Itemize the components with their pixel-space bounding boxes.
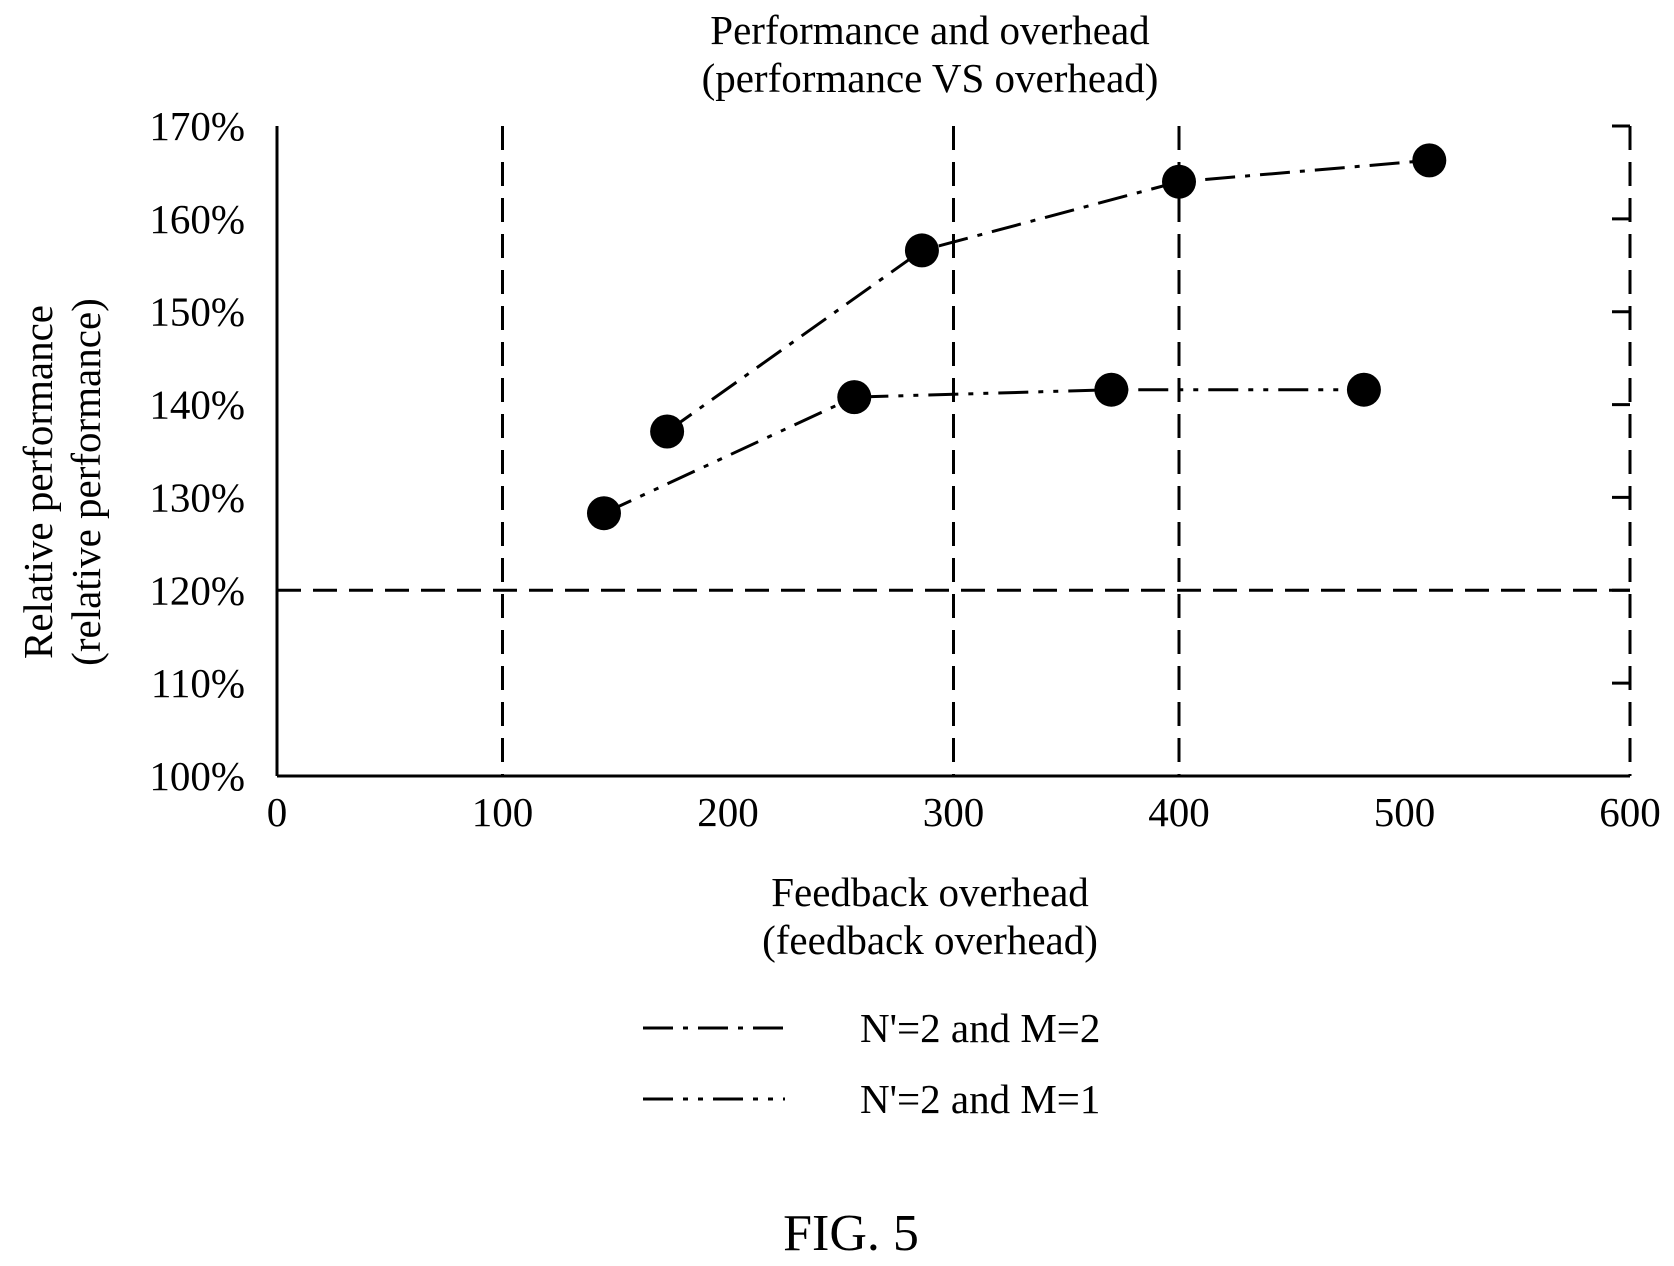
y-axis-title-line-2: (relative performance) [63,298,109,666]
series-1-point-4 [1412,143,1447,178]
x-tick-label-600: 600 [1599,789,1661,835]
series-1-line [666,158,1430,433]
legend-label-series-1: N'=2 and M=2 [860,1005,1100,1051]
series-2-point-4 [1346,372,1381,407]
right-axis-ticks [1612,124,1630,685]
series-1-point-2 [904,233,939,268]
x-tick-label-400: 400 [1148,789,1210,835]
x-tick-label-100: 100 [472,789,534,835]
x-axis-title-line-2: (feedback overhead) [762,917,1098,963]
series-2-point-1 [586,496,621,531]
x-tick-label-300: 300 [923,789,985,835]
x-tick-label-0: 0 [267,789,288,835]
x-tick-label-200: 200 [697,789,759,835]
series-2-line [603,388,1364,515]
series-1-point-1 [650,414,685,449]
y-tick-label-130: 130% [149,474,245,520]
legend-label-series-2: N'=2 and M=1 [860,1076,1100,1122]
series-2-point-3 [1094,372,1129,407]
reference-lines [277,126,1632,776]
y-axis-title-line-1: Relative performance [15,305,61,659]
legend: N'=2 and M=2 N'=2 and M=1 [643,1005,1100,1122]
series-2-point-2 [837,380,872,415]
y-axis-title: Relative performance (relative performan… [15,298,109,666]
x-tick-labels: 0 100 200 300 400 500 600 [267,789,1661,835]
chart-title-line-2: (performance VS overhead) [702,55,1159,101]
series-layer [586,143,1447,531]
figure-label: FIG. 5 [783,1205,919,1262]
y-tick-label-170: 170% [149,103,245,149]
x-axis-title-line-1: Feedback overhead [771,869,1089,915]
y-tick-label-150: 150% [149,289,245,335]
y-tick-label-140: 140% [149,382,245,428]
y-tick-label-110: 110% [151,660,245,706]
chart-title-line-1: Performance and overhead [710,7,1149,53]
y-tick-labels: 100% 110% 120% 130% 140% 150% 160% 170% [149,103,245,799]
y-tick-label-160: 160% [149,196,245,242]
x-tick-label-500: 500 [1374,789,1436,835]
y-tick-label-120: 120% [149,567,245,613]
y-tick-label-100: 100% [149,753,245,799]
series-1-point-3 [1162,164,1196,199]
